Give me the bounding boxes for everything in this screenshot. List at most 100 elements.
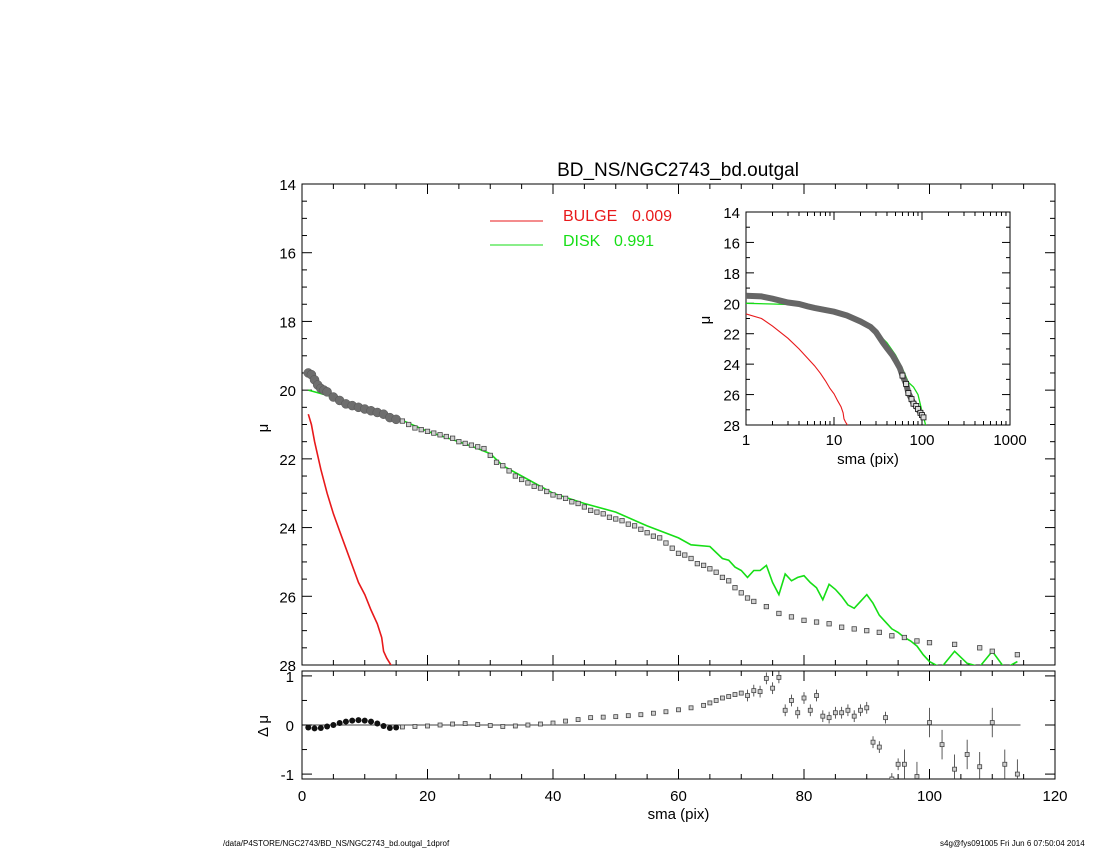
residual-point bbox=[342, 718, 349, 725]
residual-point bbox=[437, 722, 443, 728]
y-tick-label: 18 bbox=[723, 266, 740, 283]
residual-point bbox=[651, 710, 656, 716]
data-point bbox=[594, 509, 600, 515]
data-point bbox=[707, 566, 713, 572]
y-tick-label: 14 bbox=[723, 205, 740, 222]
data-point bbox=[914, 638, 920, 644]
data-point bbox=[675, 550, 682, 556]
residual-point bbox=[512, 723, 518, 729]
data-point bbox=[487, 452, 493, 459]
data-point bbox=[562, 495, 569, 501]
residual-point bbox=[374, 720, 381, 727]
data-point bbox=[481, 445, 487, 452]
data-point bbox=[456, 439, 462, 445]
residual-point bbox=[613, 714, 619, 720]
residual-point bbox=[826, 715, 832, 721]
y-tick-label: 20 bbox=[723, 296, 740, 313]
data-point bbox=[763, 603, 769, 610]
residual-point bbox=[305, 724, 312, 731]
residual-point bbox=[1002, 761, 1008, 767]
residual-point bbox=[964, 752, 970, 757]
data-point bbox=[732, 585, 738, 591]
data-point bbox=[1014, 652, 1020, 658]
residual-point bbox=[393, 724, 400, 731]
residual-point bbox=[349, 717, 356, 724]
y-axis-label: μ bbox=[697, 316, 714, 325]
residual-point bbox=[450, 721, 456, 727]
residual-point bbox=[732, 692, 738, 697]
y-tick-label: 20 bbox=[279, 383, 296, 400]
residual-point bbox=[770, 685, 776, 691]
residual-point bbox=[355, 717, 362, 724]
data-point bbox=[751, 598, 757, 605]
residual-point bbox=[688, 705, 694, 711]
data-point bbox=[569, 499, 575, 505]
x-tick-label: 20 bbox=[419, 788, 436, 805]
residual-point bbox=[858, 707, 863, 713]
data-point bbox=[537, 485, 544, 491]
data-point bbox=[550, 492, 556, 498]
residual-point bbox=[600, 714, 606, 720]
residual-point bbox=[757, 689, 763, 695]
y-tick-label: 0 bbox=[286, 718, 294, 735]
residual-point bbox=[864, 705, 870, 711]
residual-point bbox=[525, 722, 531, 728]
residual-point bbox=[989, 720, 995, 725]
data-point bbox=[322, 387, 332, 397]
data-point bbox=[588, 507, 594, 513]
data-point bbox=[519, 476, 525, 483]
x-tick-label: 80 bbox=[796, 788, 813, 805]
data-point bbox=[437, 432, 443, 438]
data-point bbox=[619, 518, 625, 524]
x-tick-label: 60 bbox=[670, 788, 687, 805]
data-point bbox=[726, 578, 732, 584]
x-tick-label: 100 bbox=[917, 788, 942, 805]
data-point bbox=[468, 442, 475, 448]
data-point bbox=[903, 381, 910, 387]
data-point bbox=[391, 414, 401, 425]
bulge-line bbox=[746, 313, 848, 425]
residual-point bbox=[927, 720, 932, 725]
residual-point bbox=[883, 715, 888, 721]
y-tick-label: 22 bbox=[723, 327, 740, 344]
residual-point bbox=[550, 720, 556, 726]
residual-point bbox=[939, 742, 945, 748]
data-point bbox=[625, 521, 631, 527]
residual-point bbox=[738, 690, 744, 696]
data-point bbox=[581, 504, 587, 510]
residual-point bbox=[851, 713, 857, 719]
data-point bbox=[650, 533, 657, 539]
data-point bbox=[556, 494, 562, 500]
residual-point bbox=[902, 761, 907, 767]
legend-disk-value: 0.991 bbox=[614, 233, 654, 250]
residual-point bbox=[500, 724, 506, 729]
y-tick-label: -1 bbox=[281, 767, 294, 784]
data-point bbox=[788, 614, 795, 620]
main-profile-panel: 14 16 18 20 22 24 26 28 μ bbox=[255, 177, 1056, 675]
residual-points bbox=[305, 671, 1020, 779]
residual-point bbox=[663, 709, 669, 715]
data-points bbox=[303, 368, 1020, 658]
data-point bbox=[512, 473, 518, 479]
data-point bbox=[663, 540, 669, 546]
data-point bbox=[412, 425, 418, 431]
residual-point bbox=[380, 722, 387, 729]
residual-point bbox=[324, 723, 331, 730]
x-tick-label: 0 bbox=[298, 788, 306, 805]
data-point bbox=[889, 633, 895, 639]
residual-point bbox=[807, 707, 813, 713]
residual-point bbox=[876, 744, 882, 750]
residual-point bbox=[638, 712, 644, 718]
residual-point bbox=[317, 724, 324, 731]
data-point bbox=[713, 569, 719, 575]
data-point bbox=[443, 433, 449, 440]
data-point bbox=[839, 624, 845, 630]
data-point bbox=[475, 444, 481, 450]
y-tick-label: 26 bbox=[279, 589, 296, 606]
data-point bbox=[638, 526, 644, 532]
residual-point bbox=[795, 710, 801, 716]
residual-point bbox=[870, 739, 876, 745]
data-point bbox=[694, 561, 700, 567]
data-point bbox=[600, 511, 606, 517]
residual-point bbox=[751, 688, 757, 694]
